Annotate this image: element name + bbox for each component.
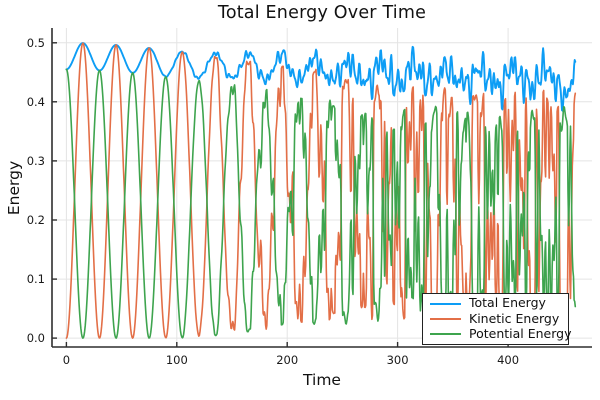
x-tick-label: 100 (166, 353, 188, 367)
y-tick-label: 0.0 (27, 331, 45, 345)
legend-line-swatch-potential (430, 333, 461, 336)
x-axis-label: Time (303, 371, 341, 389)
legend-label-kinetic: Kinetic Energy (469, 310, 560, 326)
series-line-potential (65, 68, 577, 339)
legend-line-swatch-kinetic (430, 317, 461, 320)
y-tick-label: 0.5 (27, 36, 45, 50)
legend-box: Total Energy Kinetic Energy Potential En… (422, 293, 572, 345)
series-line-kinetic (65, 42, 577, 339)
legend-label-potential: Potential Energy (469, 326, 572, 342)
legend-item-kinetic: Kinetic Energy (430, 311, 564, 326)
series-line-total (65, 42, 577, 112)
y-tick-label: 0.4 (27, 95, 45, 109)
legend-item-total: Total Energy (430, 296, 564, 311)
x-tick-label: 200 (276, 353, 298, 367)
y-tick-label: 0.1 (27, 272, 45, 286)
legend-item-potential: Potential Energy (430, 327, 572, 342)
y-tick-label: 0.3 (27, 154, 45, 168)
x-tick-label: 0 (63, 353, 70, 367)
x-tick-label: 400 (497, 353, 519, 367)
y-tick-label: 0.2 (27, 213, 45, 227)
chart-title: Total Energy Over Time (217, 3, 427, 23)
x-tick-label: 300 (387, 353, 409, 367)
legend-label-total: Total Energy (469, 295, 546, 311)
y-axis-label: Energy (5, 160, 23, 216)
legend-line-swatch-total (430, 302, 461, 305)
